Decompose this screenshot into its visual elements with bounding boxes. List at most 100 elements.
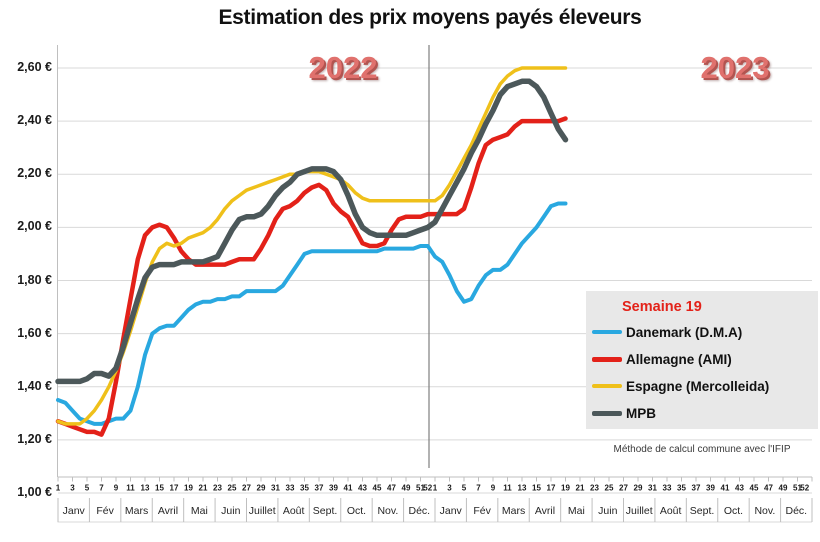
legend-item: Danemark (D.M.A) [592, 322, 818, 342]
month-label: Oct. [347, 505, 366, 517]
week-tick-label: 33 [286, 484, 295, 493]
month-label: Juillet [249, 505, 276, 517]
week-tick-label: 41 [344, 484, 353, 493]
legend: Semaine 19 Danemark (D.M.A) Allemagne (AM… [586, 291, 818, 429]
week-tick-label: 43 [735, 484, 744, 493]
week-tick-label: 52 [800, 484, 809, 493]
week-tick-label: 13 [141, 484, 150, 493]
week-tick-label: 41 [721, 484, 730, 493]
week-tick-label: 45 [750, 484, 759, 493]
week-tick-label: 11 [126, 484, 135, 493]
series-line-allemagne-ami [55, 116, 568, 437]
legend-item-label: Allemagne (AMI) [626, 351, 732, 367]
week-tick-label: 15 [532, 484, 541, 493]
week-tick-label: 21 [199, 484, 208, 493]
month-label: Sept. [313, 505, 338, 517]
footnote: Méthode de calcul commune avec l'IFIP [613, 444, 791, 455]
week-tick-label: 9 [491, 484, 496, 493]
week-tick-label: 49 [779, 484, 788, 493]
month-label: Fév [96, 505, 114, 517]
week-tick-label: 25 [605, 484, 614, 493]
week-tick-label: 33 [663, 484, 672, 493]
legend-swatch [592, 384, 622, 388]
legend-item-label: MPB [626, 405, 656, 421]
y-tick-label: 1,00 € [17, 485, 52, 499]
y-tick-label: 1,60 € [17, 325, 52, 340]
week-tick-label: 51 [793, 484, 802, 493]
week-tick-label: 27 [242, 484, 251, 493]
week-tick-label: 13 [518, 484, 527, 493]
month-label: Avril [535, 505, 555, 517]
week-tick-label: 1 [433, 484, 438, 493]
month-label: Sept. [690, 505, 715, 517]
month-label: Nov. [754, 505, 775, 517]
month-label: Déc. [785, 505, 807, 517]
week-tick-label: 29 [257, 484, 266, 493]
week-tick-label: 17 [170, 484, 179, 493]
week-tick-label: 1 [56, 484, 61, 493]
month-label: Août [660, 505, 682, 517]
y-tick-label: 1,80 € [17, 272, 52, 287]
legend-item: MPB [592, 403, 818, 423]
week-tick-label: 15 [155, 484, 164, 493]
month-label: Mars [125, 505, 148, 517]
month-label: Nov. [377, 505, 398, 517]
month-label: Janv [440, 505, 463, 517]
month-label: Mars [502, 505, 525, 517]
week-tick-label: 37 [315, 484, 324, 493]
year-label-2022: 2022 [308, 50, 378, 85]
month-label: Mai [191, 505, 208, 517]
week-tick-label: 23 [590, 484, 599, 493]
legend-week-label: Semaine 19 [622, 299, 702, 315]
week-tick-label: 47 [387, 484, 396, 493]
legend-swatch [592, 330, 622, 334]
y-tick-label: 2,00 € [17, 219, 52, 234]
week-tick-label: 43 [358, 484, 367, 493]
year-label-2023: 2023 [700, 50, 770, 85]
month-label: Déc. [408, 505, 430, 517]
week-tick-label: 39 [706, 484, 715, 493]
week-tick-label: 3 [447, 484, 452, 493]
legend-item-label: Danemark (D.M.A) [626, 324, 743, 340]
legend-item-label: Espagne (Mercolleida) [626, 378, 770, 394]
week-tick-label: 5 [85, 484, 90, 493]
chart-title: Estimation des prix moyens payés éleveur… [218, 6, 642, 29]
month-label: Avril [158, 505, 178, 517]
week-tick-label: 52 [423, 484, 432, 493]
week-tick-label: 11 [503, 484, 512, 493]
week-tick-label: 19 [184, 484, 193, 493]
week-tick-label: 35 [677, 484, 686, 493]
month-label: Mai [568, 505, 585, 517]
y-tick-label: 2,40 € [17, 113, 52, 128]
week-tick-label: 35 [300, 484, 309, 493]
week-tick-label: 47 [764, 484, 773, 493]
y-tick-label: 1,40 € [17, 378, 52, 393]
week-tick-label: 29 [634, 484, 643, 493]
week-tick-label: 37 [692, 484, 701, 493]
week-tick-label: 9 [114, 484, 119, 493]
week-tick-label: 5 [462, 484, 467, 493]
series-line-danemark-d-m-a [56, 201, 568, 426]
week-tick-label: 49 [402, 484, 411, 493]
month-label: Oct. [724, 505, 743, 517]
month-label: Janv [63, 505, 86, 517]
week-tick-label: 3 [70, 484, 75, 493]
week-tick-label: 7 [99, 484, 104, 493]
legend-swatch [592, 410, 622, 416]
week-tick-label: 7 [476, 484, 481, 493]
week-tick-label: 45 [373, 484, 382, 493]
week-tick-label: 31 [648, 484, 657, 493]
y-tick-label: 2,20 € [17, 166, 52, 181]
week-tick-label: 23 [213, 484, 222, 493]
legend-items: Danemark (D.M.A) Allemagne (AMI) Espagne (… [592, 322, 818, 423]
week-tick-label: 25 [228, 484, 237, 493]
week-tick-label: 31 [271, 484, 280, 493]
legend-item: Espagne (Mercolleida) [592, 376, 818, 396]
week-tick-label: 19 [561, 484, 570, 493]
y-tick-label: 2,60 € [17, 60, 52, 74]
month-label: Fév [473, 505, 491, 517]
month-label: Juin [221, 505, 240, 517]
month-label: Août [283, 505, 305, 517]
